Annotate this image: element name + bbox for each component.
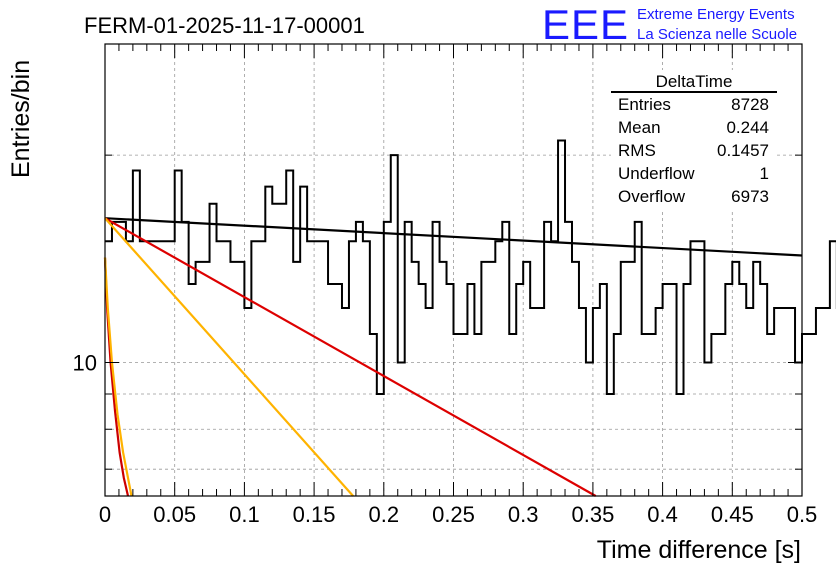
stats-label: Entries (618, 95, 671, 114)
fit-line-fit-orange-mid (104, 217, 354, 497)
chart-title: FERM-01-2025-11-17-00001 (84, 13, 365, 38)
stats-rows: Entries 8728 Mean 0.244 RMS 0.1457 Underflow 1 O… (618, 95, 769, 206)
logo-line1: Extreme Energy Events (637, 6, 795, 23)
x-tick-label: 0.45 (711, 502, 754, 527)
x-tick-label: 0.5 (787, 502, 818, 527)
x-tick-label: 0.1 (229, 502, 260, 527)
x-tick-label: 0.05 (153, 502, 196, 527)
stats-title: DeltaTime (656, 72, 733, 91)
stats-label: RMS (618, 141, 656, 160)
fit-line-fit-orange-steep (103, 257, 133, 497)
x-axis-title: Time difference [s] (597, 536, 801, 564)
y-tick-label: 10 (73, 350, 97, 375)
stats-box: DeltaTime Entries 8728 Mean 0.244 RMS 0.1457 U… (611, 70, 777, 210)
stats-value: 8728 (731, 95, 769, 114)
fit-lines (103, 217, 803, 497)
logo-line2: La Scienza nelle Scuole (637, 26, 797, 43)
histogram-series (105, 139, 836, 396)
x-tick-label: 0.15 (293, 502, 336, 527)
stats-value: 0.1457 (717, 141, 769, 160)
stats-label: Overflow (618, 187, 686, 206)
stats-value: 6973 (731, 187, 769, 206)
y-axis: 10 (73, 154, 802, 470)
x-tick-label: 0 (99, 502, 111, 527)
stats-value: 1 (760, 164, 769, 183)
stats-label: Underflow (618, 164, 695, 183)
x-tick-label: 0.3 (508, 502, 539, 527)
fit-line-fit-flat (104, 217, 803, 257)
x-tick-label: 0.2 (369, 502, 400, 527)
stats-label: Mean (618, 118, 661, 137)
x-axis: 0 0.05 0.1 0.15 0.2 0.25 0.3 0.35 0.4 0.45 0.5 (99, 44, 817, 527)
grid (105, 44, 802, 496)
stats-value: 0.244 (726, 118, 769, 137)
x-tick-label: 0.4 (647, 502, 678, 527)
x-tick-label: 0.25 (432, 502, 475, 527)
eee-logo: EEE Extreme Energy Events La Scienza nel… (542, 1, 797, 48)
y-axis-title: Entries/bin (7, 60, 35, 178)
logo-acronym: EEE (542, 1, 629, 48)
fit-line-fit-red-mid (104, 217, 597, 497)
x-tick-label: 0.35 (571, 502, 614, 527)
